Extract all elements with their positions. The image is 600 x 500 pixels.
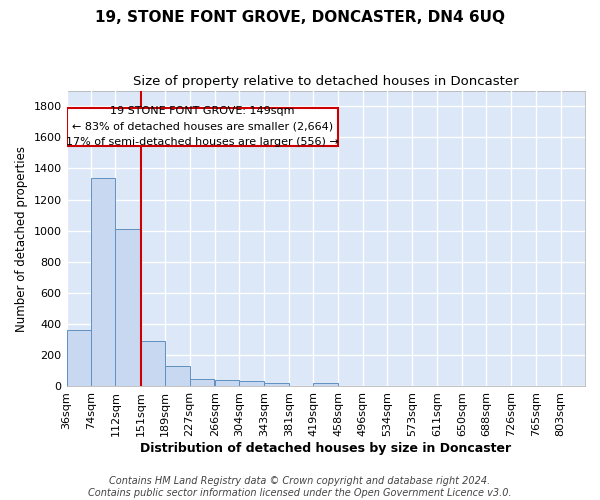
X-axis label: Distribution of detached houses by size in Doncaster: Distribution of detached houses by size … [140,442,511,455]
Bar [140,342,165,386]
Bar [313,384,338,386]
Text: 19 STONE FONT GROVE: 149sqm
← 83% of detached houses are smaller (2,664)
17% of : 19 STONE FONT GROVE: 149sqm ← 83% of det… [66,106,339,148]
Y-axis label: Number of detached properties: Number of detached properties [15,146,28,332]
Title: Size of property relative to detached houses in Doncaster: Size of property relative to detached ho… [133,75,518,88]
Bar [115,229,140,386]
Text: Contains HM Land Registry data © Crown copyright and database right 2024.
Contai: Contains HM Land Registry data © Crown c… [88,476,512,498]
Bar [264,384,289,386]
Bar [165,366,190,386]
Bar [67,330,91,386]
Bar [215,380,239,386]
Bar [239,381,263,386]
Bar [67,108,338,146]
Bar [190,380,214,386]
Bar [91,178,115,386]
Text: 19, STONE FONT GROVE, DONCASTER, DN4 6UQ: 19, STONE FONT GROVE, DONCASTER, DN4 6UQ [95,10,505,25]
